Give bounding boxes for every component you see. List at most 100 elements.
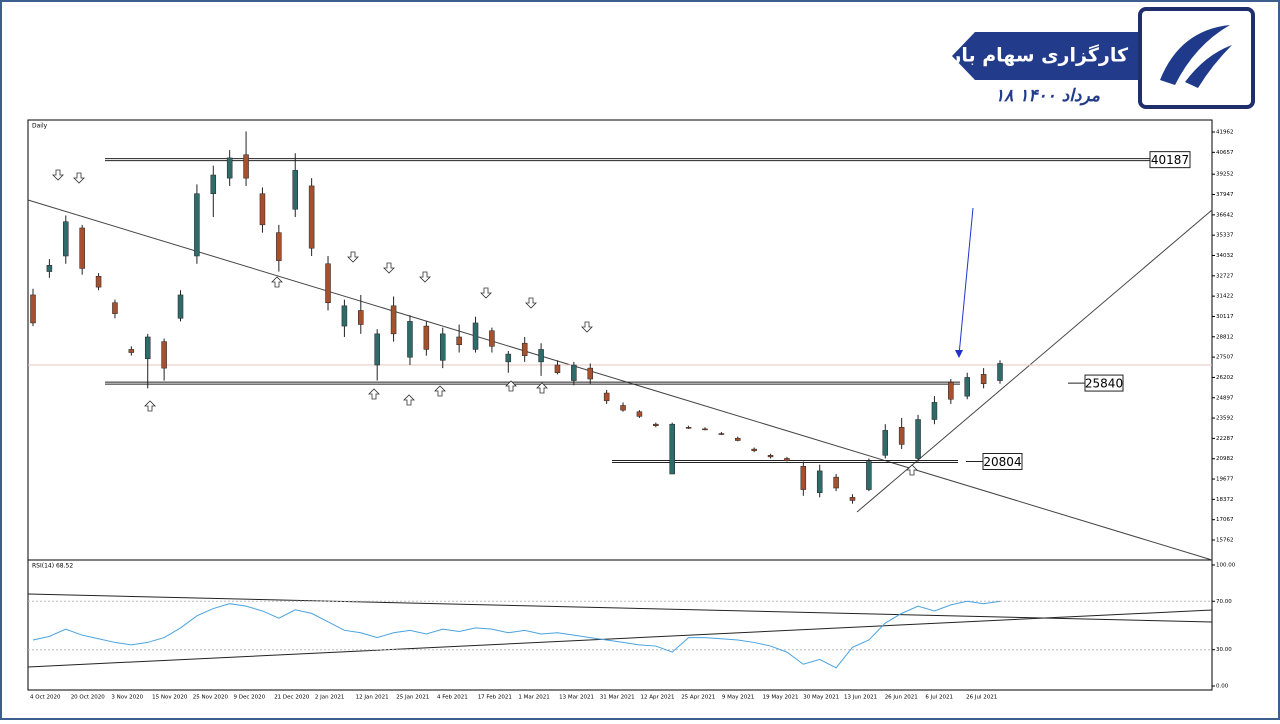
x-tick-label: 4 Feb 2021 [437,695,468,701]
signal-arrow [581,321,593,333]
trend-line [856,209,1213,513]
x-tick-label: 4 Oct 2020 [30,695,61,701]
signal-arrow [536,382,548,394]
candle-body [390,305,397,335]
y-tick-label: 31422 [1216,294,1234,300]
y-tick-label: 32727 [1216,273,1234,279]
signal-arrow [525,297,537,309]
signal-arrow [434,385,446,397]
candle-body [161,341,167,369]
y-tick-label: 23592 [1216,416,1234,422]
x-tick-label: 13 Jun 2021 [844,695,877,701]
y-tick-label: 40657 [1216,150,1234,156]
candle-body [980,374,987,384]
signal-arrow [505,380,517,392]
level-box [1084,374,1124,392]
candle-body [915,419,921,459]
y-tick-label: 19677 [1216,477,1234,483]
signal-arrow [403,394,415,406]
signal-arrow [271,276,283,288]
pointer-head [955,350,963,358]
pointer-arrow [958,207,974,356]
candle-body [423,325,430,350]
candle-body [63,221,69,257]
y-tick-label: 34032 [1216,253,1234,259]
x-tick-label: 20 Oct 2020 [71,695,106,701]
candle-body [128,349,135,353]
x-tick-label: 3 Nov 2020 [111,695,143,701]
x-tick-label: 26 Jun 2021 [885,695,918,701]
rsi-tick-label: 70.00 [1216,599,1232,605]
candle-body [358,310,364,325]
candle-body [784,458,790,462]
signal-arrow [52,169,64,181]
candle-body [587,367,594,380]
candle-body [538,349,544,363]
candle-body [210,174,217,194]
rsi-line [32,600,1001,669]
candle-body [308,185,315,249]
candle-body [292,170,298,210]
y-tick-label: 15762 [1216,538,1234,544]
x-tick-label: 2 Jan 2021 [315,695,344,701]
level-box [982,452,1023,470]
candle-body [653,423,659,426]
x-tick-label: 6 Jul 2021 [925,695,953,701]
level-label: 25840 [1085,377,1123,391]
candle-body [718,433,725,435]
report-date: ۱۸ مرداد ۱۴۰۰ [995,86,1101,106]
candle-body [46,265,53,272]
level-label: 40187 [1151,153,1189,167]
candle-body [571,364,577,381]
candle-body [30,294,36,324]
x-tick-label: 25 Apr 2021 [681,695,715,701]
candle-body [226,157,233,179]
y-tick-label: 36642 [1216,212,1234,218]
candle-body [767,455,774,458]
candle-body [554,364,561,374]
y-tick-label: 30117 [1216,314,1234,320]
trend-line [27,199,1213,561]
rsi-tick-label: 100.00 [1216,562,1236,568]
candle-body [95,275,102,288]
candle-body [702,428,708,431]
y-tick-label: 39252 [1216,172,1234,178]
candle-body [194,193,200,257]
candle-body [177,294,184,319]
rsi-tick-label: 0.00 [1216,684,1229,690]
signal-arrow [419,271,431,283]
candle-body [735,437,741,441]
signal-arrow [906,464,918,476]
candle-body [931,402,938,420]
signal-arrow [347,251,359,263]
candle-body [144,336,151,360]
candle-body [505,353,512,363]
candle-body [456,336,462,346]
candle-body [866,461,872,490]
candle-body [79,227,85,269]
rsi-trend-line [27,593,1213,623]
candle-body [620,405,626,411]
candle-body [521,342,528,356]
rsi-trend-line [27,609,1213,668]
logo [1138,7,1255,109]
candle-body [751,448,757,451]
y-tick-label: 37947 [1216,192,1234,198]
y-tick-label: 27507 [1216,355,1234,361]
signal-arrow [383,262,395,274]
x-tick-label: 19 May 2021 [763,695,799,701]
x-tick-label: 9 Dec 2020 [234,695,266,701]
y-tick-label: 28812 [1216,334,1234,340]
x-tick-label: 31 Mar 2021 [600,695,635,701]
candle-body [374,333,380,366]
candle-body [997,363,1003,381]
y-tick-label: 18372 [1216,497,1234,503]
candle-body [636,411,643,417]
x-tick-label: 15 Nov 2020 [152,695,188,701]
candle-body [816,470,823,493]
y-tick-label: 35337 [1216,233,1234,239]
candle-body [800,465,807,490]
x-tick-label: 12 Apr 2021 [641,695,675,701]
candle-body [898,427,905,445]
level-label: 20804 [983,455,1021,469]
